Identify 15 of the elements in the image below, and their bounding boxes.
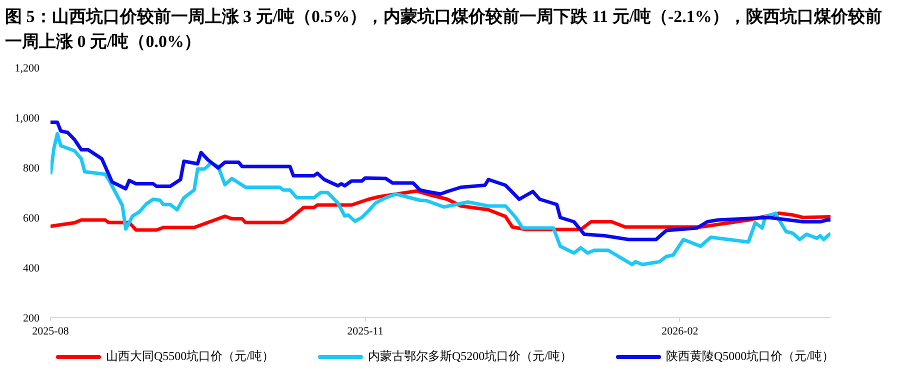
- x-tick-label: 2025-08: [32, 326, 70, 338]
- y-tick-label: 1,000: [14, 112, 40, 124]
- y-tick-label: 400: [23, 262, 40, 274]
- legend-label: 陕西黄陵Q5000坑口价（元/吨）: [666, 348, 834, 366]
- y-tick-label: 200: [23, 312, 40, 324]
- legend-label: 内蒙古鄂尔多斯Q5200坑口价（元/吨）: [368, 348, 572, 366]
- x-tick-label: 2026-02: [662, 326, 698, 338]
- chart-title: 图 5：山西坑口价较前一周上涨 3 元/吨（0.5%），内蒙坑口煤价较前一周下跌 11 元/吨（-2.1%），陕西坑口煤价较前一周上涨 0 元/吨（0.0%）: [5, 6, 883, 53]
- y-tick-label: 600: [23, 212, 40, 224]
- legend-label: 山西大同Q5500坑口价（元/吨）: [106, 348, 274, 366]
- line-series: [50, 132, 830, 266]
- y-tick-label: 1,200: [14, 62, 40, 74]
- x-tick-label: 2025-11: [347, 326, 384, 338]
- line-series: [50, 120, 830, 242]
- y-tick-label: 800: [23, 162, 40, 174]
